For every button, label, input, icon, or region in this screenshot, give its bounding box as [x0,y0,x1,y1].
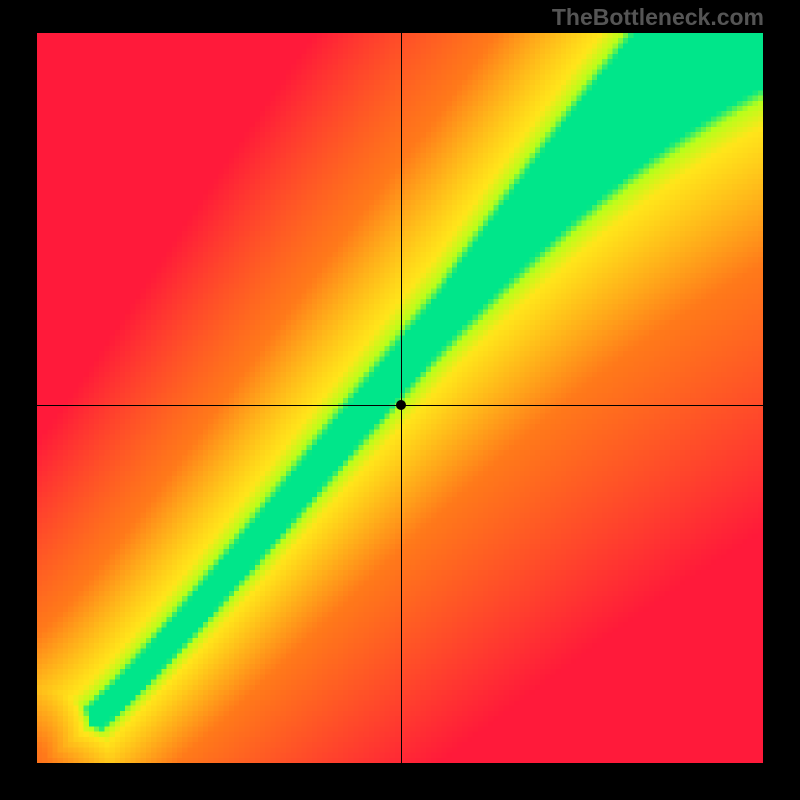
crosshair-vertical [401,33,402,763]
chart-frame: TheBottleneck.com [0,0,800,800]
marker-dot [396,400,406,410]
plot-area [37,33,763,763]
watermark-text: TheBottleneck.com [552,4,764,31]
